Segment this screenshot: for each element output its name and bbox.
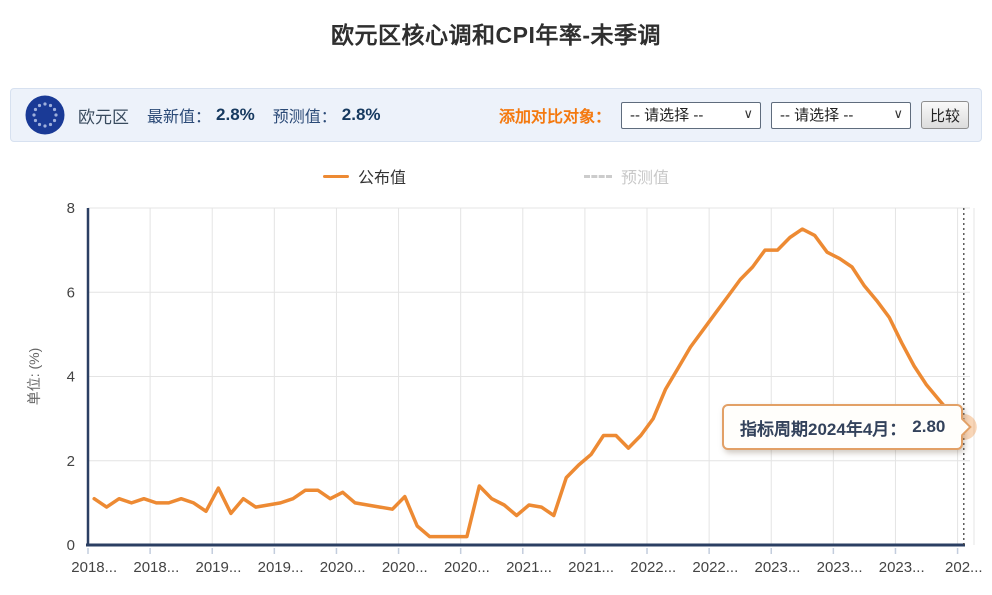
compare-controls: 添加对比对象： -- 请选择 -- ∨ -- 请选择 -- ∨ 比较 — [499, 101, 969, 129]
tooltip-value: 2.80 — [912, 417, 946, 436]
page-title: 欧元区核心调和CPI年率-未季调 — [331, 22, 661, 48]
region-name: 欧元区 — [78, 107, 129, 127]
latest-value-label: 最新值： — [147, 109, 212, 126]
x-axis-tick-label: 2022... — [630, 559, 676, 576]
x-axis-tick-label: 202... — [945, 559, 983, 576]
legend-published-label: 公布值 — [357, 170, 406, 187]
compare-button[interactable]: 比较 — [921, 101, 969, 129]
y-axis-title: 单位: (%) — [26, 348, 42, 406]
tooltip-label: 指标周期2024年4月： — [740, 419, 907, 439]
latest-value: 2.8% — [216, 105, 255, 124]
compare-select-2[interactable]: -- 请选择 -- — [771, 101, 911, 129]
add-compare-label: 添加对比对象： — [498, 109, 611, 126]
y-axis-tick-label: 2 — [67, 453, 75, 470]
x-axis-tick-label: 2023... — [879, 559, 925, 576]
x-axis-tick-label: 2020... — [444, 559, 490, 576]
x-axis-tick-label: 2023... — [755, 559, 801, 576]
published-value-line — [92, 227, 966, 539]
eu-flag-icon — [25, 95, 65, 135]
x-axis-tick-label: 2020... — [382, 559, 428, 576]
chart-legend: 公布值 预测值 — [0, 164, 992, 188]
x-axis-tick-label: 2022... — [692, 559, 738, 576]
forecast-value-label: 预测值： — [272, 109, 337, 126]
x-axis-tick-label: 2020... — [320, 559, 366, 576]
legend-item-published[interactable]: 公布值 — [322, 164, 406, 188]
compare-select-1[interactable]: -- 请选择 -- — [621, 101, 761, 129]
data-point-tooltip: 指标周期2024年4月： 2.80 — [722, 404, 973, 450]
legend-item-forecast[interactable]: 预测值 — [584, 164, 669, 188]
forecast-value: 2.8% — [341, 105, 381, 124]
x-axis-tick-label: 2018... — [133, 559, 179, 576]
dashed-line-marker-icon — [584, 174, 612, 178]
legend-forecast-label: 预测值 — [621, 170, 670, 187]
x-axis-tick-label: 2019... — [258, 559, 304, 576]
y-axis-tick-label: 4 — [67, 369, 75, 386]
chart-area: 公布值 预测值 0 2 4 6 8 2018... 2018... 2019... 2019..… — [0, 150, 992, 595]
x-axis-tick-label: 2021... — [506, 559, 552, 576]
solid-line-marker-icon — [322, 174, 349, 178]
x-axis-tick-label: 2021... — [568, 559, 614, 576]
cpi-line-chart[interactable]: 0 2 4 6 8 2018... 2018... 2019... 2019... 2020...… — [0, 150, 992, 595]
y-axis-tick-label: 8 — [67, 200, 75, 217]
x-axis-tick-label: 2023... — [817, 559, 863, 576]
x-axis-tick-label: 2019... — [195, 559, 241, 576]
y-axis-tick-label: 0 — [67, 537, 75, 554]
y-axis-tick-label: 6 — [67, 284, 75, 301]
indicator-header-bar: 欧元区 最新值： 2.8% 预测值： 2.8% 添加对比对象： -- 请选择 -… — [10, 88, 982, 142]
x-axis-tick-label: 2018... — [71, 559, 117, 576]
